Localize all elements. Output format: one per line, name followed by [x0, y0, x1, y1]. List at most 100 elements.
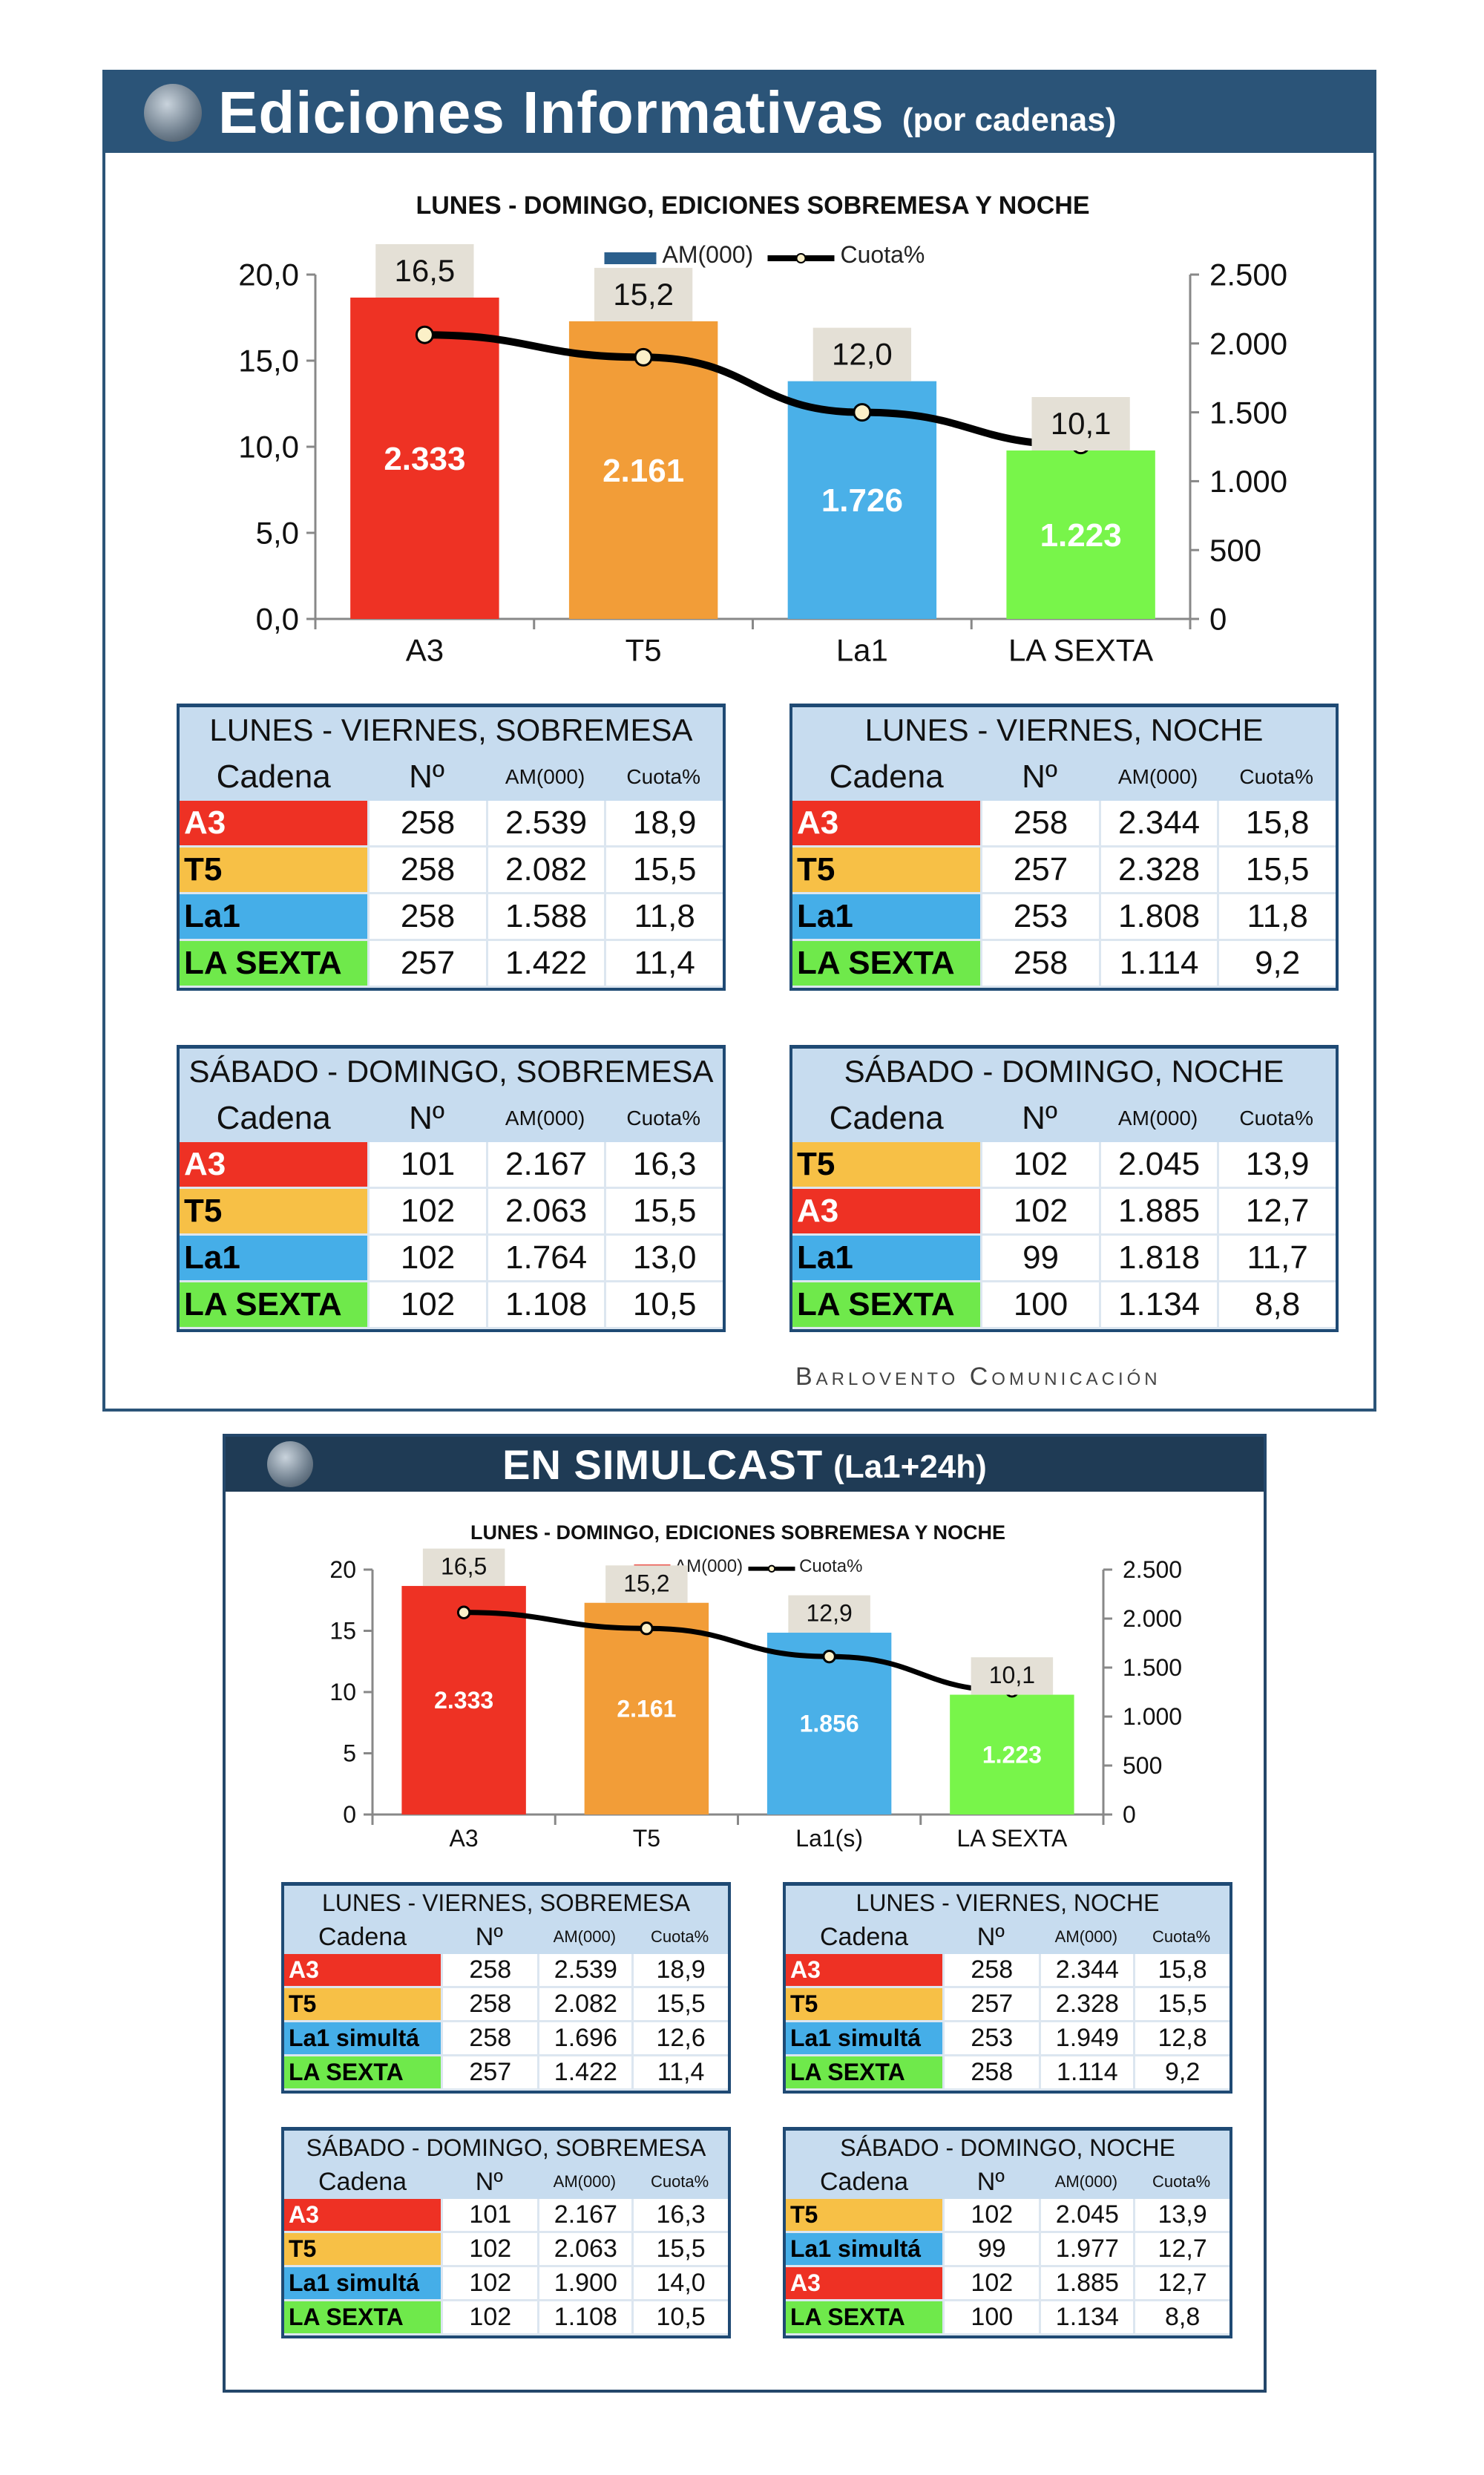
left-tick-label: 20,0 — [238, 258, 299, 292]
table-row: La1 102 1.764 13,0 — [180, 1236, 723, 1282]
cuota-label-box — [1031, 397, 1130, 451]
value-cell: 2.539 — [485, 801, 605, 848]
left-tick-label: 15,0 — [238, 344, 299, 378]
cuota-point — [415, 325, 434, 344]
left-tick-label: 0,0 — [256, 602, 299, 637]
value-cell: 258 — [942, 2056, 1040, 2091]
column-header: Cadena — [318, 1922, 407, 1951]
column-header: AM(000) — [505, 765, 585, 788]
table-title: LUNES - VIERNES, SOBREMESA — [321, 1889, 691, 1916]
left-tick-label: 15 — [329, 1618, 356, 1645]
channel-cell: T5 — [284, 1988, 441, 2022]
table-row: La1 258 1.588 11,8 — [180, 894, 723, 941]
audience-table: SÁBADO - DOMINGO, SOBREMESA Cadena Nº AM(00… — [281, 2127, 731, 2338]
table-row: T5 258 2.082 15,5 — [284, 1988, 728, 2022]
panel-subtitle: (por cadenas) — [902, 102, 1117, 138]
table-title: SÁBADO - DOMINGO, SOBREMESA — [188, 1054, 714, 1089]
column-header: AM(000) — [1054, 1927, 1118, 1946]
globe-logo-icon — [267, 1441, 313, 1487]
column-header: Nº — [1022, 1100, 1057, 1136]
value-cell: 1.588 — [485, 894, 605, 941]
bar-value-label: 2.333 — [434, 1687, 493, 1714]
right-tick-label: 500 — [1123, 1752, 1162, 1779]
column-header: Cuota% — [1152, 2172, 1211, 2191]
value-cell: 258 — [441, 1988, 538, 2022]
value-cell: 1.885 — [1039, 2267, 1134, 2301]
x-tick-label: La1(s) — [795, 1825, 863, 1852]
value-cell: 258 — [441, 1954, 538, 1988]
channel-cell: T5 — [180, 1189, 368, 1236]
cuota-label: 10,1 — [989, 1662, 1035, 1688]
cuota-label: 16,5 — [441, 1553, 487, 1580]
table-row: T5 257 2.328 15,5 — [786, 1988, 1229, 2022]
cuota-label: 12,0 — [832, 337, 893, 372]
column-header: Nº — [409, 1100, 444, 1136]
value-cell: 1.134 — [1039, 2301, 1134, 2335]
bar-t5 — [568, 321, 718, 619]
column-header: Cadena — [216, 1100, 331, 1136]
left-tick-label: 5,0 — [256, 516, 299, 551]
legend-label-cuota: Cuota% — [799, 1556, 862, 1576]
value-cell: 10,5 — [604, 1282, 723, 1329]
value-cell: 102 — [980, 1142, 1099, 1189]
value-cell: 18,9 — [604, 801, 723, 848]
table-row: LA SEXTA 258 1.114 9,2 — [786, 2056, 1229, 2091]
value-cell: 9,2 — [1133, 2056, 1229, 2091]
table-row: La1 simultá 102 1.900 14,0 — [284, 2267, 728, 2301]
channel-cell: A3 — [284, 2199, 441, 2233]
value-cell: 11,8 — [1217, 894, 1336, 941]
legend-label-cuota: Cuota% — [841, 241, 925, 268]
value-cell: 258 — [942, 1954, 1040, 1988]
value-cell: 12,8 — [1133, 2022, 1229, 2056]
value-cell: 2.344 — [1039, 1954, 1134, 1988]
table-row: T5 258 2.082 15,5 — [180, 848, 723, 894]
channel-cell: La1 — [792, 894, 981, 941]
table-header-row: Cadena Nº AM(000) Cuota% — [792, 753, 1336, 801]
table-row: A3 258 2.539 18,9 — [284, 1954, 728, 1988]
channel-cell: La1 simultá — [786, 2233, 943, 2267]
value-cell: 257 — [980, 848, 1099, 894]
value-cell: 1.808 — [1098, 894, 1218, 941]
table-row: T5 102 2.063 15,5 — [284, 2233, 728, 2267]
legend-bar-swatch — [604, 252, 657, 264]
value-cell: 257 — [441, 2056, 538, 2091]
left-tick-label: 10 — [329, 1679, 356, 1705]
value-cell: 2.344 — [1098, 801, 1218, 848]
table-row: La1 simultá 258 1.696 12,6 — [284, 2022, 728, 2056]
audience-table: SÁBADO - DOMINGO, NOCHE Cadena Nº AM(000) Cu… — [783, 2127, 1232, 2338]
value-cell: 13,9 — [1217, 1142, 1336, 1189]
table-row: La1 simultá 253 1.949 12,8 — [786, 2022, 1229, 2056]
table-row: LA SEXTA 258 1.114 9,2 — [792, 941, 1336, 988]
channel-cell: La1 simultá — [284, 2267, 441, 2301]
value-cell: 1.422 — [485, 941, 605, 988]
column-header: Nº — [475, 2167, 503, 2196]
table-row: La1 simultá 99 1.977 12,7 — [786, 2233, 1229, 2267]
cuota-label-box — [594, 267, 693, 321]
cuota-label: 15,2 — [613, 277, 674, 312]
value-cell: 100 — [980, 1282, 1099, 1329]
table-row: La1 253 1.808 11,8 — [792, 894, 1336, 941]
value-cell: 18,9 — [631, 1954, 728, 1988]
column-header: AM(000) — [1054, 2172, 1118, 2191]
bar-value-label: 1.223 — [982, 1741, 1042, 1768]
cuota-label-box — [375, 243, 474, 298]
channel-cell: T5 — [792, 1142, 981, 1189]
x-tick-label: LA SEXTA — [956, 1825, 1067, 1852]
panel-header: EN SIMULCAST (La1+24h) — [226, 1437, 1264, 1492]
bar-value-label: 2.161 — [603, 453, 684, 489]
chart-title: LUNES - DOMINGO, EDICIONES SOBREMESA Y N… — [416, 191, 1089, 220]
column-header: AM(000) — [1117, 1107, 1198, 1130]
value-cell: 2.328 — [1098, 848, 1218, 894]
column-header: Cuota% — [1152, 1927, 1211, 1946]
channel-cell: T5 — [792, 848, 981, 894]
value-cell: 1.764 — [485, 1236, 605, 1282]
value-cell: 15,5 — [604, 1189, 723, 1236]
simulcast-panel: EN SIMULCAST (La1+24h) LUNES - DOMINGO, … — [223, 1434, 1267, 2393]
value-cell: 9,2 — [1217, 941, 1336, 988]
channel-cell: La1 — [180, 1236, 368, 1282]
audience-table: SÁBADO - DOMINGO, SOBREMESA Cadena Nº AM(00… — [177, 1045, 726, 1332]
cuota-label: 15,2 — [623, 1570, 669, 1596]
value-cell: 15,5 — [1133, 1988, 1229, 2022]
x-tick-label: La1 — [836, 633, 888, 668]
channel-cell: La1 simultá — [284, 2022, 441, 2056]
